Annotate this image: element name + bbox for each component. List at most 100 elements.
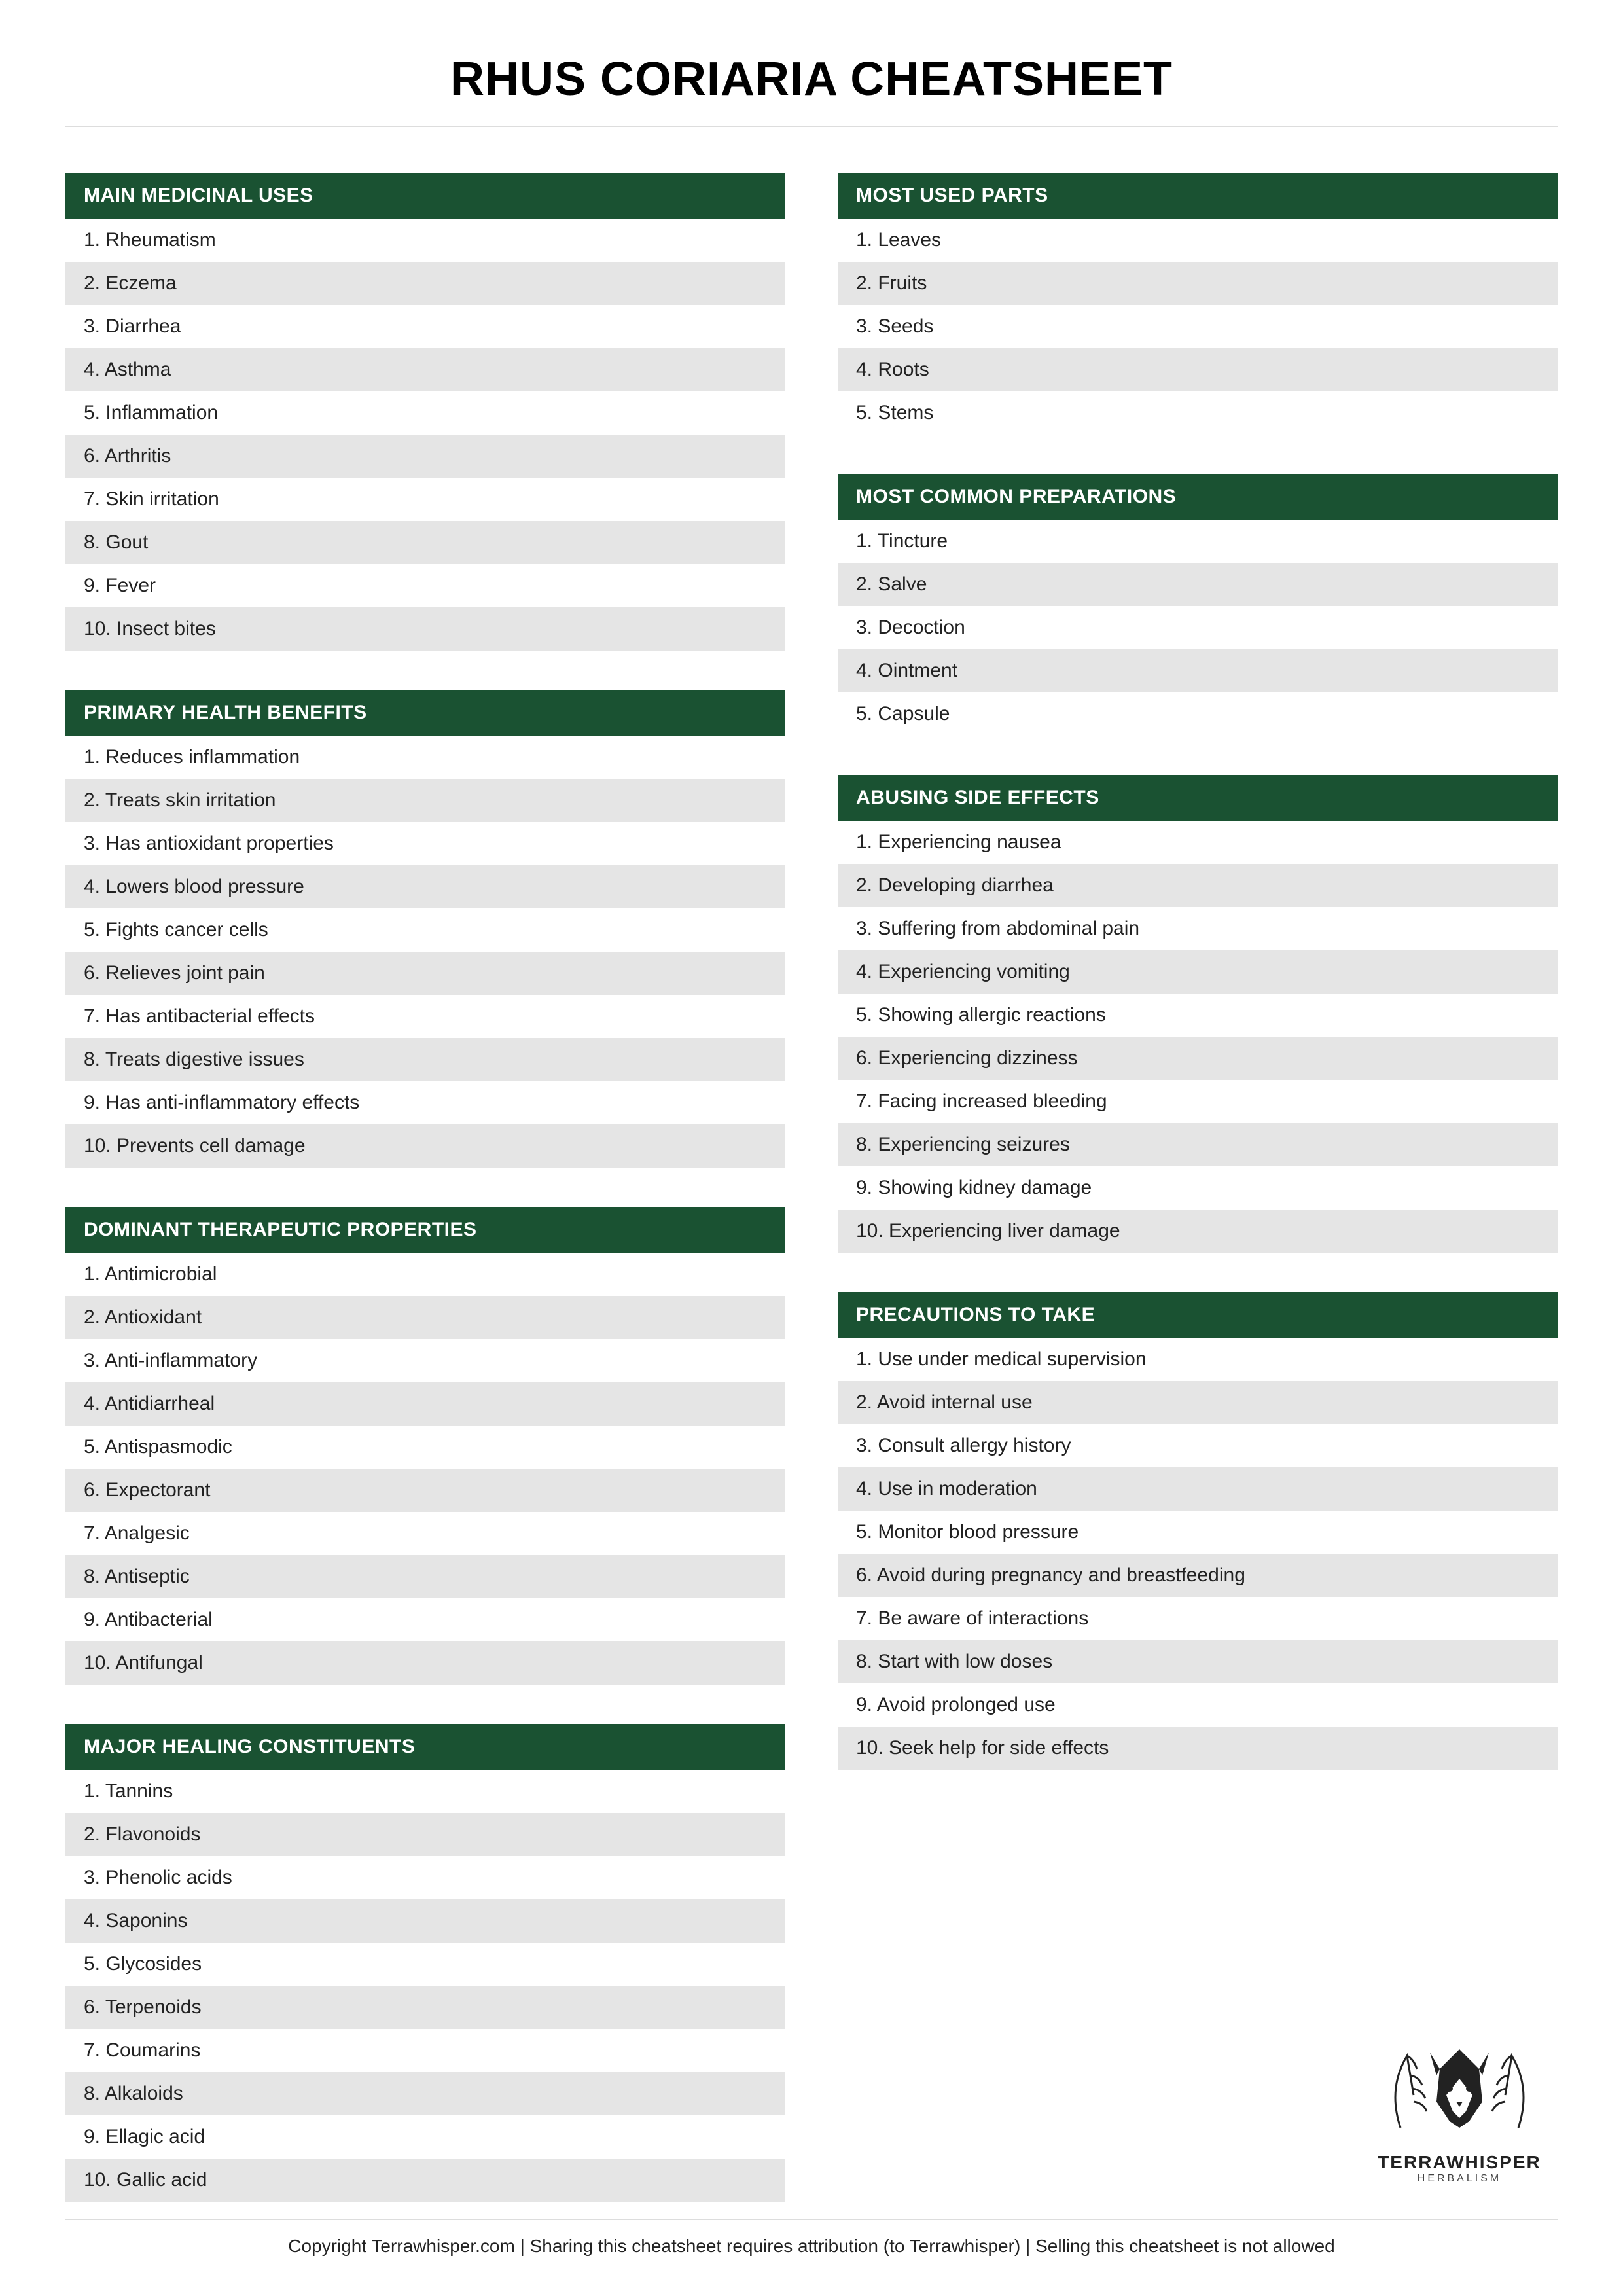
section-header: ABUSING SIDE EFFECTS: [838, 775, 1558, 821]
list-item: 1. Use under medical supervision: [838, 1338, 1558, 1381]
list-item: 1. Tincture: [838, 520, 1558, 563]
section-list: 1. Tannins2. Flavonoids3. Phenolic acids…: [65, 1770, 785, 2202]
list-item: 10. Experiencing liver damage: [838, 1210, 1558, 1253]
list-item: 6. Expectorant: [65, 1469, 785, 1512]
list-item: 1. Reduces inflammation: [65, 736, 785, 779]
list-item: 2. Avoid internal use: [838, 1381, 1558, 1424]
list-item: 7. Facing increased bleeding: [838, 1080, 1558, 1123]
list-item: 1. Rheumatism: [65, 219, 785, 262]
section-list: 1. Reduces inflammation2. Treats skin ir…: [65, 736, 785, 1168]
list-item: 5. Glycosides: [65, 1943, 785, 1986]
section: MAJOR HEALING CONSTITUENTS1. Tannins2. F…: [65, 1724, 785, 2202]
list-item: 1. Tannins: [65, 1770, 785, 1813]
section-header: DOMINANT THERAPEUTIC PROPERTIES: [65, 1207, 785, 1253]
section-header: MOST USED PARTS: [838, 173, 1558, 219]
list-item: 9. Has anti-inflammatory effects: [65, 1081, 785, 1124]
page-footer: Copyright Terrawhisper.com | Sharing thi…: [65, 2219, 1558, 2257]
list-item: 9. Ellagic acid: [65, 2115, 785, 2159]
list-item: 2. Developing diarrhea: [838, 864, 1558, 907]
list-item: 7. Has antibacterial effects: [65, 995, 785, 1038]
section: ABUSING SIDE EFFECTS1. Experiencing naus…: [838, 775, 1558, 1253]
list-item: 4. Saponins: [65, 1899, 785, 1943]
list-item: 8. Experiencing seizures: [838, 1123, 1558, 1166]
footer-rule: [65, 2219, 1558, 2220]
list-item: 2. Eczema: [65, 262, 785, 305]
list-item: 8. Alkaloids: [65, 2072, 785, 2115]
brand-tagline: HERBALISM: [1374, 2173, 1544, 2185]
list-item: 1. Antimicrobial: [65, 1253, 785, 1296]
list-item: 10. Prevents cell damage: [65, 1124, 785, 1168]
section: MOST USED PARTS1. Leaves2. Fruits3. Seed…: [838, 173, 1558, 435]
title-rule: [65, 126, 1558, 127]
section-header: PRECAUTIONS TO TAKE: [838, 1292, 1558, 1338]
list-item: 8. Treats digestive issues: [65, 1038, 785, 1081]
list-item: 5. Inflammation: [65, 391, 785, 435]
list-item: 8. Antiseptic: [65, 1555, 785, 1598]
section: DOMINANT THERAPEUTIC PROPERTIES1. Antimi…: [65, 1207, 785, 1685]
list-item: 10. Insect bites: [65, 607, 785, 651]
list-item: 6. Relieves joint pain: [65, 952, 785, 995]
list-item: 4. Asthma: [65, 348, 785, 391]
list-item: 4. Lowers blood pressure: [65, 865, 785, 908]
list-item: 6. Arthritis: [65, 435, 785, 478]
section-header: MAIN MEDICINAL USES: [65, 173, 785, 219]
list-item: 5. Stems: [838, 391, 1558, 435]
list-item: 4. Antidiarrheal: [65, 1382, 785, 1426]
list-item: 7. Analgesic: [65, 1512, 785, 1555]
list-item: 5. Fights cancer cells: [65, 908, 785, 952]
page-title: RHUS CORIARIA CHEATSHEET: [65, 52, 1558, 106]
section: PRECAUTIONS TO TAKE1. Use under medical …: [838, 1292, 1558, 1770]
section: MAIN MEDICINAL USES1. Rheumatism2. Eczem…: [65, 173, 785, 651]
list-item: 3. Phenolic acids: [65, 1856, 785, 1899]
list-item: 5. Antispasmodic: [65, 1426, 785, 1469]
list-item: 1. Leaves: [838, 219, 1558, 262]
list-item: 3. Consult allergy history: [838, 1424, 1558, 1467]
section-list: 1. Antimicrobial2. Antioxidant3. Anti-in…: [65, 1253, 785, 1685]
list-item: 7. Be aware of interactions: [838, 1597, 1558, 1640]
section-header: PRIMARY HEALTH BENEFITS: [65, 690, 785, 736]
list-item: 4. Experiencing vomiting: [838, 950, 1558, 994]
section: PRIMARY HEALTH BENEFITS1. Reduces inflam…: [65, 690, 785, 1168]
list-item: 5. Capsule: [838, 692, 1558, 736]
list-item: 9. Fever: [65, 564, 785, 607]
section-list: 1. Rheumatism2. Eczema3. Diarrhea4. Asth…: [65, 219, 785, 651]
list-item: 4. Roots: [838, 348, 1558, 391]
list-item: 10. Antifungal: [65, 1641, 785, 1685]
list-item: 9. Showing kidney damage: [838, 1166, 1558, 1210]
list-item: 10. Gallic acid: [65, 2159, 785, 2202]
footer-text: Copyright Terrawhisper.com | Sharing thi…: [65, 2236, 1558, 2257]
section-header: MAJOR HEALING CONSTITUENTS: [65, 1724, 785, 1770]
list-item: 10. Seek help for side effects: [838, 1727, 1558, 1770]
list-item: 6. Terpenoids: [65, 1986, 785, 2029]
list-item: 3. Has antioxidant properties: [65, 822, 785, 865]
list-item: 2. Fruits: [838, 262, 1558, 305]
list-item: 5. Monitor blood pressure: [838, 1511, 1558, 1554]
list-item: 4. Ointment: [838, 649, 1558, 692]
list-item: 3. Diarrhea: [65, 305, 785, 348]
section-list: 1. Tincture2. Salve3. Decoction4. Ointme…: [838, 520, 1558, 736]
section-list: 1. Use under medical supervision2. Avoid…: [838, 1338, 1558, 1770]
section: MOST COMMON PREPARATIONS1. Tincture2. Sa…: [838, 474, 1558, 736]
brand-name: TERRAWHISPER: [1374, 2152, 1544, 2173]
list-item: 2. Antioxidant: [65, 1296, 785, 1339]
list-item: 4. Use in moderation: [838, 1467, 1558, 1511]
left-column: MAIN MEDICINAL USES1. Rheumatism2. Eczem…: [65, 173, 785, 2202]
list-item: 1. Experiencing nausea: [838, 821, 1558, 864]
list-item: 7. Skin irritation: [65, 478, 785, 521]
list-item: 3. Seeds: [838, 305, 1558, 348]
list-item: 6. Experiencing dizziness: [838, 1037, 1558, 1080]
brand-logo: TERRAWHISPER HERBALISM: [1374, 2023, 1544, 2185]
list-item: 9. Antibacterial: [65, 1598, 785, 1641]
columns-container: MAIN MEDICINAL USES1. Rheumatism2. Eczem…: [65, 173, 1558, 2202]
list-item: 7. Coumarins: [65, 2029, 785, 2072]
list-item: 8. Gout: [65, 521, 785, 564]
section-list: 1. Leaves2. Fruits3. Seeds4. Roots5. Ste…: [838, 219, 1558, 435]
wolf-laurel-icon: [1374, 2023, 1544, 2154]
right-column: MOST USED PARTS1. Leaves2. Fruits3. Seed…: [838, 173, 1558, 2202]
list-item: 2. Salve: [838, 563, 1558, 606]
list-item: 5. Showing allergic reactions: [838, 994, 1558, 1037]
list-item: 3. Decoction: [838, 606, 1558, 649]
list-item: 6. Avoid during pregnancy and breastfeed…: [838, 1554, 1558, 1597]
list-item: 2. Flavonoids: [65, 1813, 785, 1856]
list-item: 3. Anti-inflammatory: [65, 1339, 785, 1382]
